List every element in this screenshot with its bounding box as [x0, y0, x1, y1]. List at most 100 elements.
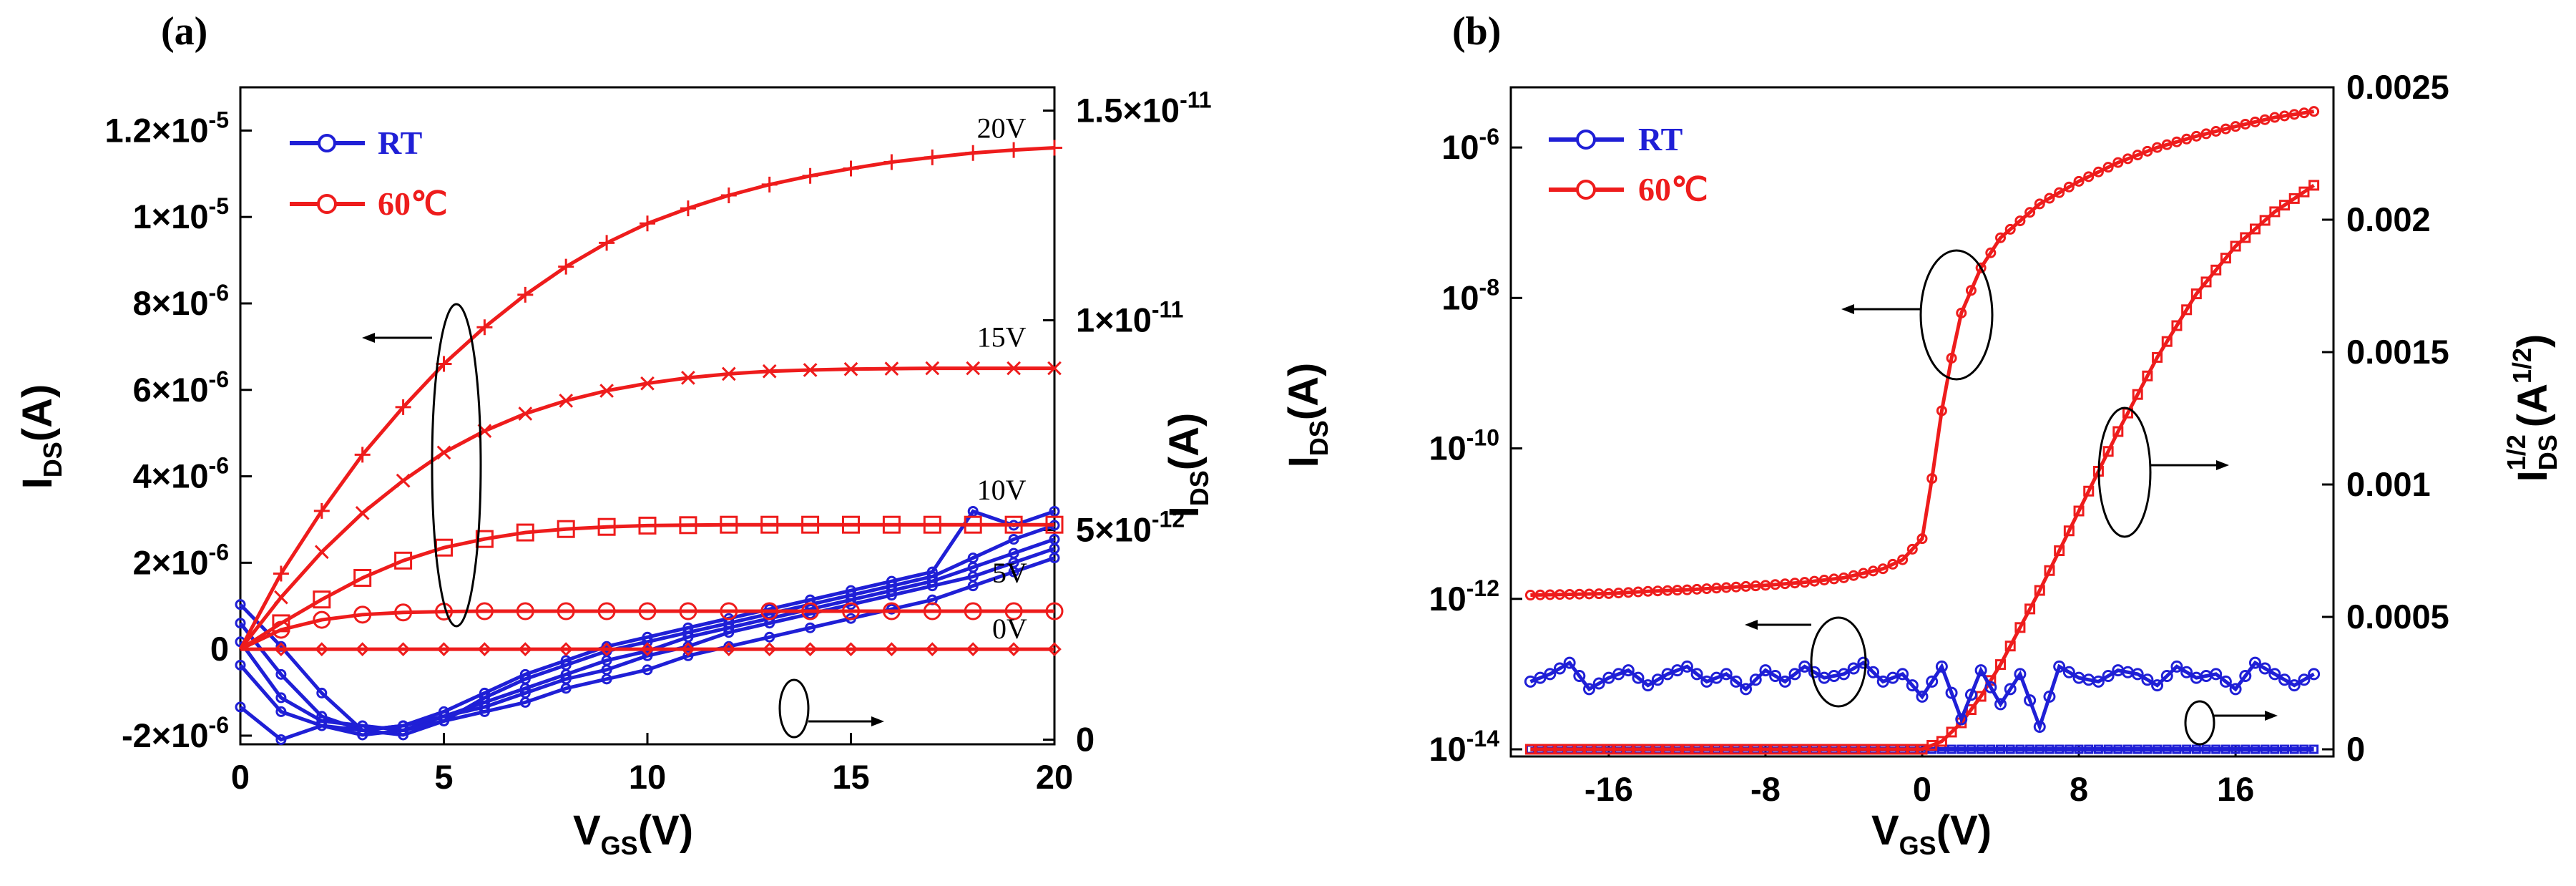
b-hot-transfer-point: [2044, 193, 2055, 204]
b-rt-transfer-point: [1612, 668, 1625, 681]
b-rt-transfer-point: [2298, 673, 2311, 686]
a-right-tick-label: 1.5×10-11: [1076, 87, 1212, 130]
b-rt-transfer-point: [1749, 673, 1762, 686]
a-hot-point: [923, 602, 941, 620]
b-hot-sqrt-point: [2054, 545, 2065, 556]
a-left-tick-label: 8×10-6: [133, 280, 229, 322]
b-rt-transfer-point: [1916, 690, 1929, 703]
a-rt-point: [967, 580, 979, 592]
a-rt-point: [316, 720, 328, 731]
panel-a-left-y-axis: 1.2×10-5 1×10-5 8×10-6 6×10-6 4×10-6 2×10-6 0 -…: [104, 107, 252, 754]
panel-a-right-y-axis: 1.5×10-11 1×10-11 5×10-12 0: [1043, 87, 1212, 758]
b-rt-sqrt-point: [2201, 744, 2211, 754]
b-rt-sqrt-point: [2270, 744, 2280, 754]
b-hot-transfer-point: [2279, 110, 2291, 122]
b-rt-transfer-point: [2160, 670, 2173, 683]
a-rt-point: [1008, 566, 1019, 578]
b-rt-transfer-point: [2043, 690, 2056, 703]
b-hot-transfer-point: [1916, 533, 1928, 545]
b-hot-transfer-point: [1701, 583, 1713, 595]
b-hot-transfer-point: [1730, 581, 1742, 593]
legend-60c-marker-icon: [317, 194, 337, 214]
a-hot-point: [516, 602, 534, 620]
b-hot-sqrt-point: [2279, 200, 2291, 211]
b-rt-transfer-point: [2151, 679, 2164, 692]
legend-b-rt-label: RT: [1638, 121, 1683, 157]
a-rt-point: [1008, 534, 1019, 545]
b-rt-transfer-point: [2102, 670, 2115, 683]
b-hot-transfer-point: [1868, 565, 1879, 577]
b-hot-transfer-point: [1995, 232, 2007, 243]
a-hot-point: [313, 610, 331, 629]
a-hot-point: [925, 361, 940, 376]
b-hot-sqrt-point: [2073, 505, 2085, 517]
b-right-tick-label: 0.0025: [2346, 68, 2449, 106]
a-rt-series-line: [239, 523, 1055, 737]
b-hot-sqrt-point: [1632, 744, 1644, 755]
b-hot-transfer-point: [1750, 580, 1761, 592]
b-hot-transfer-point: [1613, 588, 1625, 599]
a-hot-point: [476, 319, 493, 336]
b-rt-sqrt-point: [2044, 744, 2055, 754]
b-rt-sqrt-point: [2123, 744, 2132, 754]
a-hot-point: [966, 361, 981, 376]
a-rt-point: [519, 668, 531, 680]
b-hot-sqrt-point: [2102, 446, 2114, 457]
b-hot-sqrt-point: [1681, 744, 1693, 755]
a-hot-point: [802, 167, 818, 184]
a-hot-point: [640, 642, 655, 656]
a-hot-point: [884, 361, 899, 376]
a-hot-point: [964, 515, 982, 534]
b-hot-transfer-point: [2014, 215, 2026, 227]
b-rt-sqrt-point: [2182, 744, 2192, 754]
b-hot-transfer-point: [1691, 583, 1703, 595]
b-hot-transfer-point: [1711, 583, 1722, 594]
a-hot-point: [1004, 602, 1023, 620]
a-hot-point: [681, 642, 695, 656]
b-rt-transfer-point: [2014, 668, 2027, 681]
b-hot-sqrt-point: [1897, 744, 1909, 755]
b-rt-sqrt-point: [1966, 744, 1976, 754]
b-hot-sqrt-point: [1818, 744, 1830, 755]
b-hot-transfer-point: [1877, 563, 1889, 575]
a-hot-point: [966, 642, 981, 656]
a-hot-point: [843, 160, 859, 177]
b-rt-transfer-point: [1720, 668, 1733, 681]
a-left-tick-label: 1.2×10-5: [104, 107, 229, 149]
b-rt-sqrt-point: [2309, 744, 2319, 754]
a-hot-point: [274, 590, 288, 605]
b-rt-transfer-point: [2268, 668, 2281, 681]
a-hot-point: [679, 602, 697, 620]
b-rt-transfer-point: [1680, 660, 1693, 673]
b-hot-transfer-point: [1544, 589, 1556, 600]
b-rt-sqrt-point: [2289, 744, 2299, 754]
b-x-tick-label: 16: [2217, 770, 2254, 808]
b-rt-transfer-point: [2219, 675, 2232, 688]
a-hot-point: [842, 602, 860, 620]
b-hot-sqrt-point: [1750, 744, 1761, 755]
a-hot-point: [1004, 515, 1023, 534]
a-hot-point: [274, 642, 288, 656]
b-rt-transfer-point: [1886, 671, 1899, 684]
b-hot-transfer-point: [1662, 585, 1673, 596]
a-x-tick-label: 5: [434, 758, 453, 796]
a-hot-point: [1047, 140, 1062, 156]
b-hot-sqrt-point: [2142, 370, 2153, 381]
b-hot-transfer-point: [1760, 580, 1771, 591]
b-right-tick-label: 0.0005: [2346, 598, 2449, 636]
b-rt-transfer-point: [1573, 670, 1586, 683]
a-hot-point: [679, 516, 697, 535]
b-hot-transfer-point: [1848, 570, 1859, 581]
a-left-tick-label: -2×10-6: [122, 712, 229, 754]
b-rt-sqrt-point: [2280, 744, 2290, 754]
b-hot-sqrt-point: [1808, 744, 1820, 755]
a-hot-point: [1007, 642, 1021, 656]
b-hot-transfer-point: [1828, 573, 1840, 585]
panel-a-left-y-axis-title: IDS(A): [14, 384, 67, 490]
b-rt-transfer-point: [1563, 656, 1576, 669]
a-rt-point: [967, 505, 979, 517]
b-rt-transfer-line: [1529, 660, 2315, 733]
b-hot-sqrt-point: [1701, 744, 1713, 755]
b-hot-transfer-point: [2200, 128, 2212, 140]
